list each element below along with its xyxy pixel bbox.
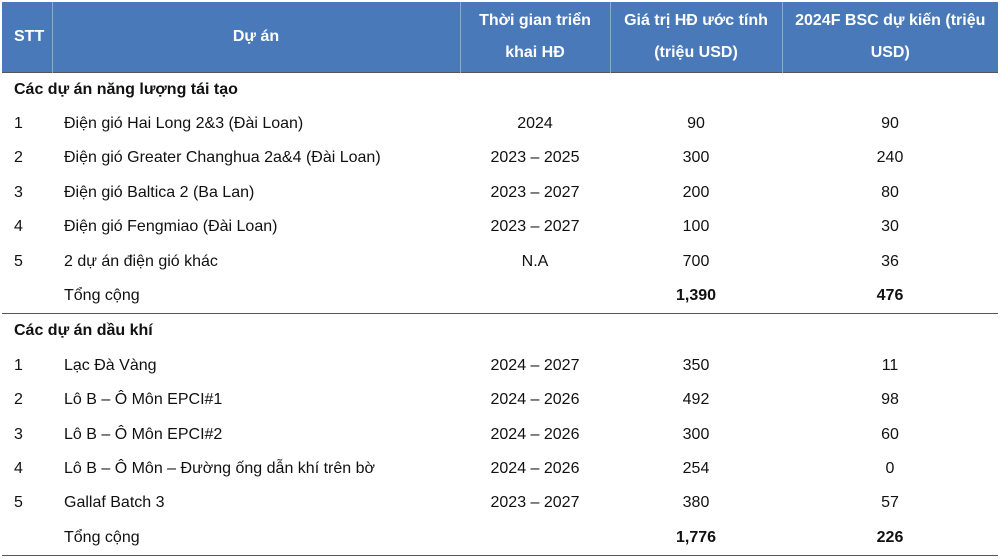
cell-time: 2024 – 2026 (490, 391, 580, 409)
cell-time: 2023 – 2027 (490, 218, 580, 236)
cell-value: 350 (682, 356, 710, 374)
cell-bsc: 30 (881, 218, 899, 236)
cell-stt: 1 (14, 115, 23, 133)
header-value: Giá trị HĐ ước tính (triệu USD) (610, 2, 783, 72)
table-row: 1 Lạc Đà Vàng 2024 – 2027 350 11 (2, 349, 998, 383)
cell-bsc: 0 (885, 459, 895, 477)
cell-bsc: 11 (881, 356, 899, 374)
cell-time-empty (460, 278, 610, 315)
cell-stt: 4 (14, 459, 23, 477)
cell-time: 2024 – 2026 (490, 459, 580, 477)
section-oil-gas: Các dự án dầu khí (2, 314, 998, 349)
cell-bsc: 80 (881, 183, 899, 201)
cell-project: Điện gió Fengmiao (Đài Loan) (64, 218, 278, 236)
cell-stt: 3 (14, 183, 23, 201)
cell-value: 100 (682, 218, 710, 236)
cell-value: 700 (682, 252, 710, 270)
table-row: 3 Điện gió Baltica 2 (Ba Lan) 2023 – 202… (2, 176, 998, 210)
total-label: Tổng cộng (52, 278, 460, 315)
cell-stt-empty (2, 520, 52, 556)
total-value: 1,776 (610, 520, 782, 556)
cell-stt: 2 (14, 149, 23, 167)
cell-value: 254 (682, 459, 710, 477)
header-row: STT Dự án Thời gian triển khai HĐ Giá tr… (2, 2, 998, 72)
cell-stt: 5 (14, 252, 23, 270)
cell-time: 2023 – 2027 (490, 494, 580, 512)
header-bsc: 2024F BSC dự kiến (triệu USD) (782, 2, 998, 72)
cell-project: Lạc Đà Vàng (64, 356, 157, 374)
cell-time: 2023 – 2027 (490, 183, 580, 201)
cell-stt-empty (2, 278, 52, 315)
table-row: 2 Điện gió Greater Changhua 2a&4 (Đài Lo… (2, 141, 998, 175)
cell-project: Lô B – Ô Môn – Đường ống dẫn khí trên bờ (64, 459, 375, 477)
cell-stt: 5 (14, 494, 23, 512)
section-renewable: Các dự án năng lượng tái tạo (2, 71, 998, 107)
cell-value: 380 (682, 494, 710, 512)
cell-project: Lô B – Ô Môn EPCI#1 (64, 391, 223, 409)
cell-bsc: 240 (876, 149, 904, 167)
cell-value: 300 (682, 425, 710, 443)
cell-bsc: 57 (881, 494, 899, 512)
cell-project: Điện gió Greater Changhua 2a&4 (Đài Loan… (64, 149, 381, 167)
cell-time-empty (460, 520, 610, 556)
header-time: Thời gian triển khai HĐ (460, 2, 611, 72)
table-row: 2 Lô B – Ô Môn EPCI#1 2024 – 2026 492 98 (2, 383, 998, 417)
total-bsc: 476 (782, 278, 998, 315)
cell-value: 200 (682, 183, 710, 201)
cell-bsc: 60 (881, 425, 899, 443)
cell-stt: 3 (14, 425, 23, 443)
header-stt: STT (2, 2, 53, 72)
cell-time: 2024 – 2026 (490, 425, 580, 443)
cell-stt: 2 (14, 391, 23, 409)
cell-project: Lô B – Ô Môn EPCI#2 (64, 425, 223, 443)
total-label: Tổng cộng (52, 520, 460, 556)
table-row: 4 Điện gió Fengmiao (Đài Loan) 2023 – 20… (2, 210, 998, 244)
total-value: 1,390 (610, 278, 782, 315)
cell-value: 300 (682, 149, 710, 167)
cell-project: Điện gió Hai Long 2&3 (Đài Loan) (64, 115, 304, 133)
table-row: 4 Lô B – Ô Môn – Đường ống dẫn khí trên … (2, 452, 998, 486)
table-row: 5 2 dự án điện gió khác N.A 700 36 (2, 244, 998, 278)
cell-time: 2024 – 2027 (490, 356, 580, 374)
total-bsc: 226 (782, 520, 998, 556)
table-row: 5 Gallaf Batch 3 2023 – 2027 380 57 (2, 486, 998, 520)
cell-value: 90 (687, 115, 705, 133)
total-row: Tổng cộng 1,776 226 (2, 520, 998, 556)
cell-project: Gallaf Batch 3 (64, 494, 165, 512)
cell-value: 492 (682, 391, 710, 409)
cell-stt: 1 (14, 356, 23, 374)
cell-project: Điện gió Baltica 2 (Ba Lan) (64, 183, 255, 201)
section-title: Các dự án dầu khí (14, 322, 153, 340)
cell-bsc: 98 (881, 391, 899, 409)
table-row: 3 Lô B – Ô Môn EPCI#2 2024 – 2026 300 60 (2, 417, 998, 451)
table-row: 1 Điện gió Hai Long 2&3 (Đài Loan) 2024 … (2, 107, 998, 141)
section-title: Các dự án năng lượng tái tạo (2, 71, 998, 107)
cell-time: 2024 (517, 115, 553, 133)
cell-project: 2 dự án điện gió khác (64, 252, 218, 270)
header-project: Dự án (52, 2, 461, 72)
cell-bsc: 90 (881, 115, 899, 133)
cell-bsc: 36 (881, 252, 899, 270)
cell-time: N.A (521, 252, 549, 270)
cell-stt: 4 (14, 218, 23, 236)
total-row: Tổng cộng 1,390 476 (2, 278, 998, 315)
cell-time: 2023 – 2025 (490, 149, 580, 167)
